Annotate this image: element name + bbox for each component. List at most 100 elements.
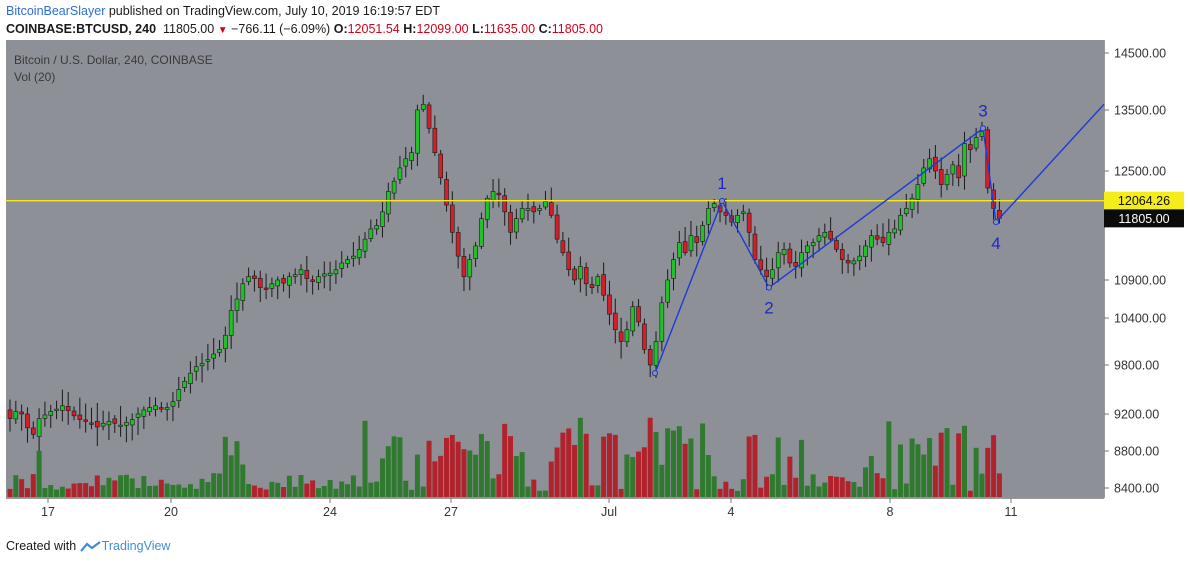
volume-bar [432, 461, 438, 497]
candle-body [775, 252, 781, 269]
volume-bar [973, 447, 979, 497]
candle-body [461, 256, 467, 277]
candle-body [636, 306, 641, 323]
volume-bar [868, 455, 874, 497]
volume-bar [903, 483, 909, 497]
author-link[interactable]: BitcoinBearSlayer [6, 4, 106, 18]
price-axis[interactable] [1104, 40, 1184, 498]
candle-body [589, 284, 595, 288]
price-tick-label: 13500.00 [1114, 104, 1166, 118]
volume-bar [473, 454, 479, 497]
candle-body [89, 422, 94, 425]
volume-bar [42, 487, 48, 497]
wave-label: 2 [764, 299, 773, 318]
candle-body [391, 180, 397, 194]
volume-bar [350, 475, 356, 497]
candle-body [170, 401, 176, 407]
candle-body [25, 413, 30, 429]
candle-body [956, 165, 961, 179]
candle-body [77, 414, 83, 420]
volume-bar [240, 464, 246, 497]
close-value: 11805.00 [551, 22, 603, 36]
volume-bar [735, 490, 740, 497]
time-tick-label: 11 [1005, 505, 1018, 519]
volume-bar [991, 435, 997, 497]
time-tick-label: 4 [728, 505, 735, 519]
volume-bar [833, 476, 839, 497]
time-tick-label: 24 [323, 505, 337, 519]
candle-body [42, 414, 48, 419]
candle-body [292, 274, 298, 277]
candle-body [857, 255, 863, 262]
volume-bar [508, 436, 514, 497]
candle-body [13, 411, 19, 420]
volume-bar [799, 439, 805, 497]
volume-bar [420, 486, 426, 497]
candle-body [484, 197, 490, 220]
volume-bar [228, 455, 234, 497]
volume-bar [455, 441, 461, 497]
candle-body [217, 349, 222, 353]
candle-body [519, 208, 525, 220]
volume-bar [426, 440, 432, 497]
candle-body [467, 259, 473, 278]
volume-bar [572, 444, 578, 497]
time-axis[interactable] [6, 498, 1104, 526]
volume-bar [985, 447, 991, 497]
volume-bar [554, 447, 560, 497]
volume-bar [822, 482, 828, 497]
volume-bar [758, 487, 764, 497]
volume-bar [863, 467, 869, 497]
volume-bar [659, 464, 665, 497]
volume-bar [764, 476, 770, 497]
candle-body [903, 208, 909, 214]
candle-body [321, 273, 327, 277]
candle-body [240, 283, 246, 301]
candle-body [275, 279, 281, 287]
open-label: O: [333, 22, 348, 36]
volume-bar [327, 480, 333, 497]
candle-body [246, 276, 251, 283]
volume-bar [275, 482, 281, 497]
resistance-price-tag [1104, 191, 1184, 210]
volume-bar [996, 473, 1002, 497]
candle-body [828, 231, 833, 240]
volume-bar [560, 432, 566, 497]
volume-bar [636, 451, 642, 497]
candle-body [898, 214, 903, 231]
candle-body [647, 348, 653, 366]
volume-bar [257, 487, 263, 497]
wave-point [979, 125, 987, 132]
candle-body [426, 104, 432, 129]
candle-body [869, 235, 874, 248]
candle-body [514, 218, 519, 233]
volume-bar [921, 454, 927, 497]
high-label: H: [403, 22, 417, 36]
chart-plot-area[interactable] [6, 40, 1104, 498]
candle-body [642, 323, 647, 350]
price-tick-label: 10400.00 [1114, 312, 1166, 326]
last-price-label: 11805.00 [1118, 212, 1169, 226]
candle-body [822, 232, 828, 238]
candle-body [659, 302, 665, 342]
volume-bar [828, 476, 834, 497]
volume-bar [816, 486, 822, 497]
candle-body [595, 276, 601, 286]
volume-bar [71, 483, 77, 497]
volume-bar [630, 456, 636, 497]
candle-body [676, 242, 682, 259]
candle-body [880, 236, 886, 243]
price-tick-label: 9800.00 [1114, 359, 1159, 373]
volume-bar [961, 425, 967, 497]
candle-body [723, 211, 729, 216]
candle-body [409, 152, 414, 161]
candle-body [100, 422, 106, 427]
volume-bar [892, 489, 898, 497]
candle-body [741, 211, 746, 214]
volume-bar [385, 446, 391, 497]
candle-body [752, 233, 758, 260]
tradingview-link[interactable]: TradingView [101, 539, 171, 553]
wave-point [765, 284, 773, 291]
volume-indicator-label: Vol (20) [14, 70, 56, 84]
volume-bar [59, 486, 65, 497]
